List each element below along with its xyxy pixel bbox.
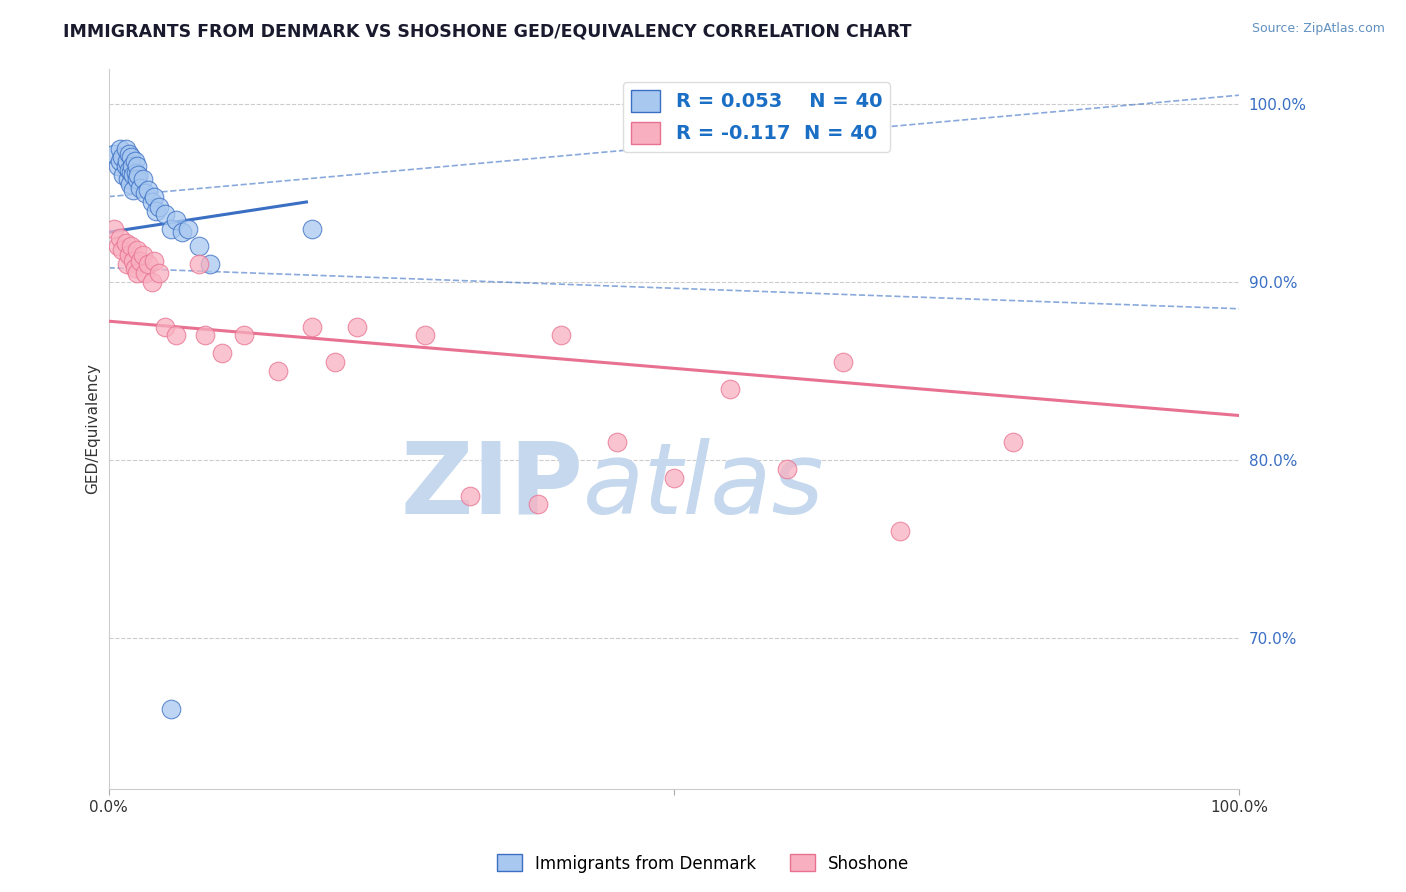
Point (889, 524, 911, 538)
Point (103, 147, 125, 161)
Point (165, 212, 187, 227)
Point (129, 180, 152, 194)
Point (124, 154, 146, 169)
Point (120, 151, 142, 165)
Point (125, 171, 148, 186)
Point (108, 154, 131, 169)
Point (148, 200, 170, 214)
Point (122, 182, 145, 196)
Point (460, 489, 482, 503)
Point (159, 221, 181, 235)
Point (114, 142, 136, 156)
Point (107, 239, 129, 253)
Point (153, 207, 176, 221)
Y-axis label: GED/Equivalency: GED/Equivalency (86, 363, 100, 494)
Point (141, 194, 163, 209)
Legend: Immigrants from Denmark, Shoshone: Immigrants from Denmark, Shoshone (491, 847, 915, 880)
Point (606, 435, 628, 450)
Text: IMMIGRANTS FROM DENMARK VS SHOSHONE GED/EQUIVALENCY CORRELATION CHART: IMMIGRANTS FROM DENMARK VS SHOSHONE GED/… (63, 22, 911, 40)
Point (131, 171, 153, 186)
Point (131, 248, 153, 262)
Text: atlas: atlas (583, 438, 825, 535)
Point (172, 225, 194, 239)
Point (194, 328, 217, 343)
Point (125, 160, 148, 174)
Point (117, 171, 139, 186)
Point (177, 221, 200, 235)
Point (718, 382, 741, 396)
Point (118, 147, 141, 161)
Point (136, 182, 159, 196)
Point (145, 203, 167, 218)
Point (111, 151, 134, 165)
Point (134, 186, 156, 200)
Point (134, 266, 156, 280)
Point (118, 163, 141, 178)
Point (323, 355, 346, 369)
Point (188, 257, 211, 271)
Point (159, 702, 181, 716)
Point (107, 160, 129, 174)
Point (127, 169, 149, 183)
Point (346, 319, 368, 334)
Point (125, 243, 148, 257)
Point (108, 230, 131, 244)
Point (103, 221, 125, 235)
Point (114, 235, 136, 250)
Point (148, 266, 170, 280)
Point (142, 253, 165, 268)
Point (200, 257, 222, 271)
Point (129, 253, 152, 268)
Point (112, 169, 135, 183)
Point (121, 160, 143, 174)
Text: Source: ZipAtlas.com: Source: ZipAtlas.com (1251, 22, 1385, 36)
Point (267, 364, 290, 378)
Point (413, 328, 436, 343)
Point (188, 239, 211, 253)
Point (115, 257, 138, 271)
Point (141, 275, 163, 289)
Point (118, 248, 141, 262)
Point (125, 167, 148, 181)
Point (120, 239, 142, 253)
Point (142, 189, 165, 203)
Point (165, 328, 187, 343)
Point (122, 169, 145, 183)
Point (108, 142, 131, 156)
Point (111, 243, 134, 257)
Point (776, 462, 799, 476)
Point (115, 154, 138, 169)
Point (153, 319, 176, 334)
Point (120, 165, 142, 179)
Point (120, 177, 142, 191)
Text: ZIP: ZIP (401, 438, 583, 535)
Point (301, 319, 323, 334)
Point (301, 221, 323, 235)
Point (211, 346, 233, 360)
Point (527, 498, 550, 512)
Point (136, 257, 159, 271)
Point (114, 160, 136, 174)
Point (662, 471, 685, 485)
Point (550, 328, 572, 343)
Point (124, 260, 146, 275)
Point (1001, 435, 1024, 450)
Point (125, 266, 148, 280)
Point (233, 328, 256, 343)
Point (832, 355, 855, 369)
Point (122, 253, 145, 268)
Legend: R = 0.053    N = 40, R = -0.117  N = 40: R = 0.053 N = 40, R = -0.117 N = 40 (623, 82, 890, 152)
